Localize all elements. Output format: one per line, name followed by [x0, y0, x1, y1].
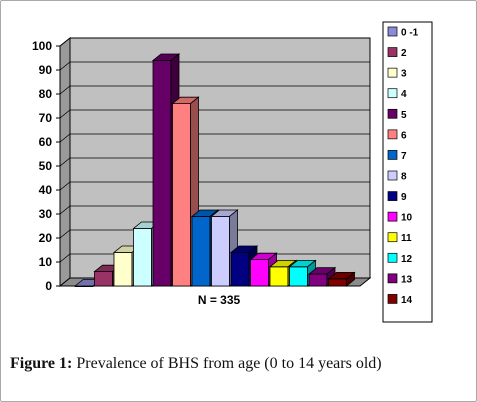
legend-swatch — [387, 211, 398, 222]
legend-label: 11 — [401, 233, 412, 244]
x-axis-label: N = 335 — [198, 293, 241, 307]
legend-swatch — [387, 252, 398, 263]
legend-swatch — [387, 170, 398, 181]
y-tick-label: 70 — [39, 111, 53, 125]
legend-label: 3 — [401, 69, 407, 80]
y-tick-label: 50 — [39, 159, 53, 173]
y-tick-label: 80 — [39, 87, 53, 101]
legend-swatch — [387, 129, 398, 140]
legend-label: 10 — [401, 213, 413, 224]
legend-swatch — [387, 294, 398, 304]
legend-swatch — [387, 232, 398, 243]
legend-swatch — [387, 67, 398, 78]
y-axis: 0 10 20 30 40 50 60 70 80 90 100 — [32, 39, 61, 293]
legend-entry: 11 — [387, 232, 412, 244]
y-tick-label: 100 — [32, 39, 52, 53]
y-tick-label: 30 — [39, 207, 53, 221]
legend-label: 7 — [401, 151, 407, 162]
y-tick-label: 0 — [45, 279, 52, 293]
legend-label: 12 — [401, 254, 413, 265]
legend-swatch — [387, 26, 398, 37]
y-tick-label: 60 — [39, 135, 53, 149]
y-tick-label: 10 — [39, 255, 53, 269]
bars — [73, 53, 356, 288]
legend-swatch — [387, 150, 398, 160]
legend-entry: 4 — [387, 88, 407, 100]
legend-entry: 0 -1 — [387, 26, 419, 39]
legend-swatch — [387, 273, 398, 284]
legend-label: 0 -1 — [401, 28, 419, 39]
legend-swatch — [387, 191, 398, 201]
legend: 0 -1 2 3 4 5 6 7 8 9 10 11 12 13 14 — [382, 21, 433, 323]
bar-13 — [307, 266, 337, 287]
legend-entry: 2 — [387, 47, 407, 59]
figure-caption-label: Figure 1: — [10, 355, 73, 372]
figure-caption: Figure 1: Prevalence of BHS from age (0 … — [10, 355, 470, 373]
legend-entry: 9 — [387, 191, 407, 203]
legend-entry: 10 — [387, 211, 413, 224]
legend-label: 13 — [401, 274, 413, 285]
legend-swatch — [387, 88, 398, 99]
bar-chart: 0 10 20 30 40 50 60 70 80 90 100 N = 335 0 -1 2 3 4 5 6… — [32, 21, 433, 323]
bar-14 — [327, 271, 356, 287]
legend-swatch — [387, 47, 398, 57]
legend-entry: 3 — [387, 67, 407, 80]
legend-label: 8 — [401, 172, 407, 183]
legend-entry: 13 — [387, 273, 413, 285]
legend-swatch — [387, 108, 398, 119]
legend-label: 14 — [401, 295, 413, 306]
legend-entry: 7 — [387, 150, 407, 162]
legend-label: 5 — [401, 110, 407, 121]
legend-entry: 8 — [387, 170, 407, 183]
legend-entry: 5 — [387, 108, 407, 121]
legend-label: 9 — [401, 192, 407, 203]
legend-entry: 14 — [387, 294, 413, 306]
legend-label: 4 — [401, 89, 407, 100]
y-tick-label: 20 — [39, 231, 53, 245]
legend-label: 2 — [401, 48, 407, 59]
figure-caption-text: Prevalence of BHS from age (0 to 14 year… — [72, 355, 382, 372]
legend-entry: 6 — [387, 129, 407, 141]
legend-entry: 12 — [387, 252, 413, 265]
y-tick-label: 90 — [39, 63, 53, 77]
y-tick-label: 40 — [39, 183, 53, 197]
legend-label: 6 — [401, 130, 407, 141]
